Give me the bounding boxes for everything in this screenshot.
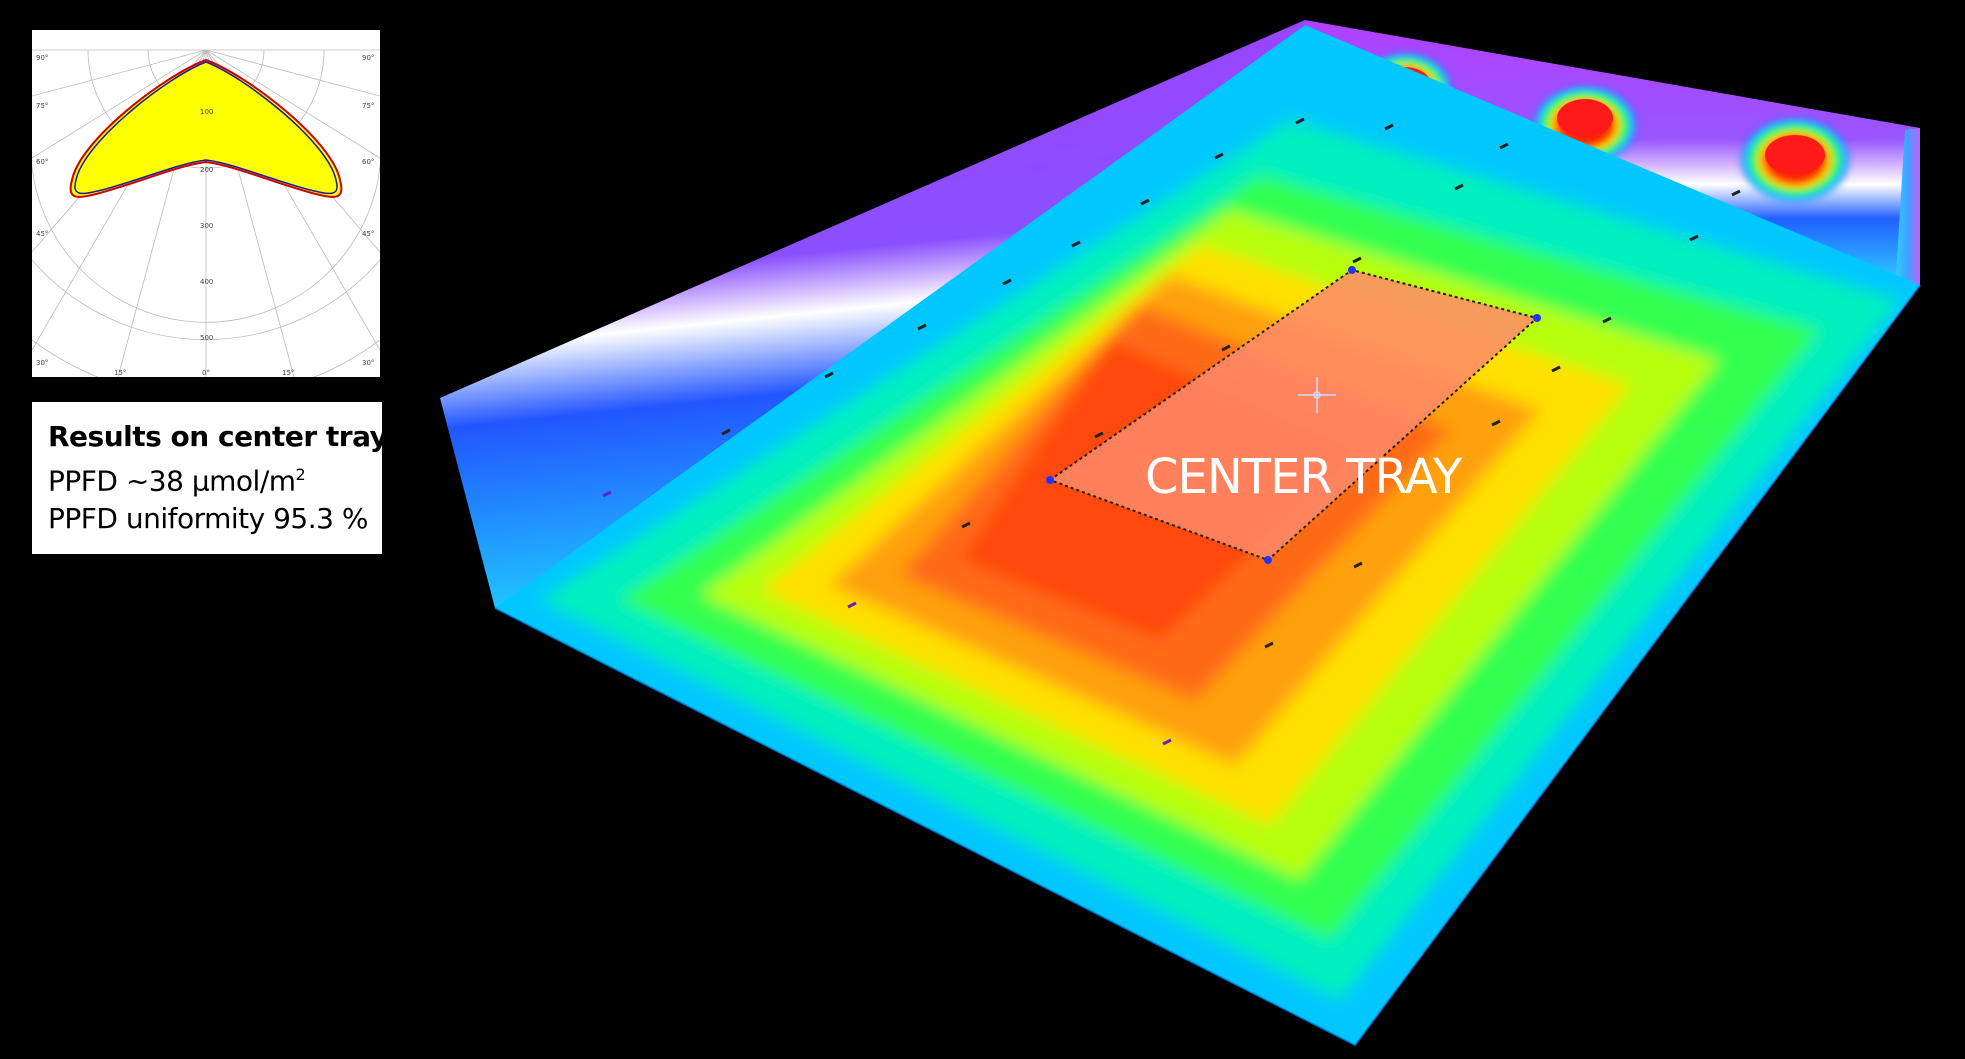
angle-label: 30°: [362, 359, 374, 367]
angle-label: 60°: [362, 158, 374, 166]
angle-label: 15°: [282, 369, 294, 377]
polar-chart-svg: 90° 75° 60° 45° 30° 15° 0° 15° 30° 45° 6…: [32, 49, 380, 377]
angle-label: 30°: [36, 359, 48, 367]
ppfd-uniformity: PPFD uniformity 95.3 %: [48, 502, 368, 536]
tray-corner-handle[interactable]: [1264, 556, 1272, 564]
tray-corner-handle[interactable]: [1348, 266, 1356, 274]
center-tray[interactable]: CENTER TRAY: [1046, 266, 1541, 564]
angle-label: 60°: [36, 158, 48, 166]
intensity-curve-fill: [69, 58, 343, 198]
radial-label: 300: [200, 222, 213, 230]
radial-label: 200: [200, 166, 213, 174]
tray-corner-handle[interactable]: [1533, 314, 1541, 322]
results-title: Results on center tray:: [48, 420, 399, 453]
angle-label: 90°: [36, 54, 48, 62]
angle-label: 75°: [362, 102, 374, 110]
polar-intensity-diagram: 90° 75° 60° 45° 30° 15° 0° 15° 30° 45° 6…: [32, 30, 380, 377]
angle-label: 45°: [36, 230, 48, 238]
left-wall: [440, 20, 1305, 608]
angle-label: 0°: [202, 369, 210, 377]
intensity-curve-c90: [74, 61, 338, 195]
angle-label: 90°: [362, 54, 374, 62]
radial-label: 100: [200, 108, 213, 116]
angle-label: 15°: [114, 369, 126, 377]
radial-label: 500: [200, 334, 213, 342]
ppfd-unit-exponent: 2: [295, 465, 306, 484]
tray-corner-handle[interactable]: [1046, 476, 1054, 484]
ppfd-text: PPFD ~38 µmol/m: [48, 464, 296, 498]
floor-grid-markers: [602, 117, 1741, 746]
move-crosshair-icon[interactable]: [1298, 377, 1336, 413]
right-wall-edge: [1895, 128, 1920, 290]
angle-label: 75°: [36, 102, 48, 110]
ppfd-value: PPFD ~38 µmol/m2: [48, 456, 372, 500]
angle-label: 45°: [362, 230, 374, 238]
radial-label: 400: [200, 278, 213, 286]
center-tray-label: CENTER TRAY: [1145, 449, 1463, 505]
results-panel: Results on center tray: PPFD ~38 µmol/m2…: [32, 402, 399, 554]
